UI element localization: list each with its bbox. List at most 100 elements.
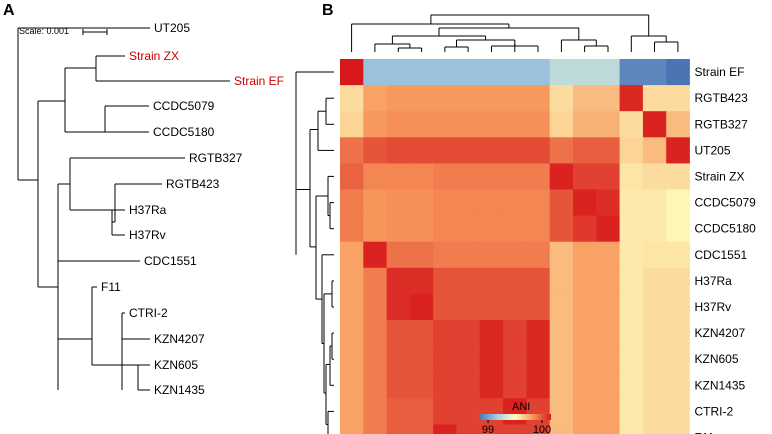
heatmap-cell xyxy=(526,241,551,269)
heatmap-cell xyxy=(526,372,551,399)
heatmap-cell xyxy=(479,346,504,373)
heatmap-cell xyxy=(619,85,644,112)
heatmap-cell xyxy=(666,189,690,216)
heatmap-cell xyxy=(526,346,551,373)
heatmap-cell xyxy=(479,85,504,112)
heatmap-cell xyxy=(386,346,411,373)
heatmap-cell xyxy=(409,372,434,399)
heatmap-cell xyxy=(340,59,364,86)
heatmap-cell xyxy=(596,346,620,373)
heatmap-cell xyxy=(596,137,620,164)
heatmap-cell xyxy=(619,346,644,373)
heatmap-cell xyxy=(573,398,597,425)
heatmap-cell xyxy=(433,189,457,216)
heatmap-cell xyxy=(363,398,387,425)
heatmap-cell xyxy=(340,346,364,373)
heatmap-cell xyxy=(479,293,504,321)
heatmap-cell xyxy=(526,59,551,86)
heatmap-cell xyxy=(642,189,667,216)
legend-colorbar xyxy=(479,414,551,420)
heatmap-cell xyxy=(642,111,667,138)
heatmap-cell xyxy=(479,424,504,434)
heatmap-cell xyxy=(433,137,457,164)
heatmap-cell xyxy=(409,163,434,190)
heatmap-cell xyxy=(503,111,527,138)
heatmap-cell xyxy=(456,398,481,425)
heatmap-row-label: CDC1551 xyxy=(695,248,748,262)
heatmap-cell xyxy=(340,137,364,164)
heatmap-cell xyxy=(363,85,387,112)
heatmap-cell xyxy=(619,163,644,190)
heatmap-cell xyxy=(456,85,481,112)
heatmap-cell xyxy=(433,267,457,295)
tree-leaf-label: KZN605 xyxy=(154,358,198,372)
heatmap-cell xyxy=(503,424,527,434)
scale-label: Scale: 0.001 xyxy=(19,26,69,36)
tree-leaf-label: KZN1435 xyxy=(154,383,205,397)
heatmap-cell xyxy=(409,293,434,321)
heatmap-cell xyxy=(503,346,527,373)
phylogenetic-tree xyxy=(17,27,230,391)
heatmap-cell xyxy=(596,320,620,347)
heatmap-cell xyxy=(363,241,387,269)
heatmap-cell xyxy=(409,320,434,347)
heatmap-cell xyxy=(573,163,597,190)
heatmap-cell xyxy=(666,346,690,373)
heatmap-cell xyxy=(409,267,434,295)
tree-leaf-label: F11 xyxy=(101,280,121,294)
heatmap-cell xyxy=(433,163,457,190)
heatmap-cell xyxy=(549,398,574,425)
heatmap-cell xyxy=(363,137,387,164)
heatmap-cell xyxy=(386,241,411,269)
heatmap-cell xyxy=(363,293,387,321)
heatmap-cell xyxy=(433,111,457,138)
heatmap-cell xyxy=(363,320,387,347)
heatmap-cell xyxy=(642,320,667,347)
heatmap-cell xyxy=(503,85,527,112)
heatmap-cell xyxy=(666,85,690,112)
heatmap-cell xyxy=(526,189,551,216)
heatmap-row-label: CCDC5079 xyxy=(695,196,757,210)
heatmap-cells xyxy=(340,59,690,434)
heatmap-cell xyxy=(363,59,387,86)
heatmap-cell xyxy=(619,59,644,86)
heatmap-cell xyxy=(503,320,527,347)
heatmap-cell xyxy=(456,189,481,216)
heatmap-cell xyxy=(642,424,667,434)
heatmap-cell xyxy=(596,424,620,434)
heatmap-row-label: KZN4207 xyxy=(695,326,746,340)
heatmap-cell xyxy=(340,424,364,434)
heatmap-cell xyxy=(386,267,411,295)
heatmap-cell xyxy=(596,267,620,295)
heatmap-cell xyxy=(526,320,551,347)
heatmap-cell xyxy=(549,346,574,373)
heatmap-row-label: RGTB423 xyxy=(695,91,749,105)
heatmap-cell xyxy=(666,137,690,164)
heatmap-cell xyxy=(549,189,574,216)
heatmap-row-labels: Strain EF RGTB423 RGTB327 UT205 Strain ZX CCD… xyxy=(695,65,757,434)
heatmap-cell xyxy=(549,137,574,164)
heatmap-row-label: CTRI-2 xyxy=(695,404,734,418)
heatmap-cell xyxy=(666,372,690,399)
heatmap-cell xyxy=(456,215,481,243)
heatmap-cell xyxy=(456,267,481,295)
heatmap-cell xyxy=(363,215,387,243)
tree-leaf-label: KZN4207 xyxy=(154,332,205,346)
heatmap-cell xyxy=(619,372,644,399)
legend-max-label: 100 xyxy=(533,424,551,434)
heatmap-cell xyxy=(363,163,387,190)
heatmap-cell xyxy=(619,398,644,425)
heatmap-cell xyxy=(526,215,551,243)
heatmap-cell xyxy=(409,189,434,216)
heatmap-row-label: KZN605 xyxy=(695,352,739,366)
heatmap-cell xyxy=(642,293,667,321)
heatmap-cell xyxy=(363,189,387,216)
heatmap-cell xyxy=(642,241,667,269)
heatmap-cell xyxy=(456,424,481,434)
heatmap-cell xyxy=(386,372,411,399)
heatmap-cell xyxy=(573,85,597,112)
heatmap-cell xyxy=(642,163,667,190)
heatmap-cell xyxy=(666,267,690,295)
heatmap-cell xyxy=(433,241,457,269)
tree-leaf-label: CDC1551 xyxy=(144,254,197,268)
